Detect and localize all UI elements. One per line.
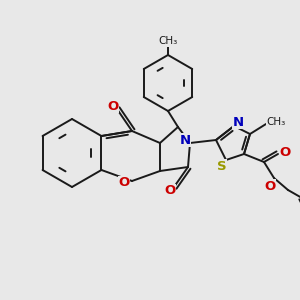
Text: O: O [107, 100, 118, 112]
Text: O: O [164, 184, 175, 197]
Text: CH₃: CH₃ [266, 117, 286, 127]
Text: S: S [217, 160, 227, 172]
Text: O: O [264, 179, 276, 193]
Text: N: N [179, 134, 191, 146]
Text: CH₃: CH₃ [158, 36, 178, 46]
Text: O: O [279, 146, 291, 158]
Text: O: O [118, 176, 130, 190]
Text: N: N [232, 116, 244, 128]
